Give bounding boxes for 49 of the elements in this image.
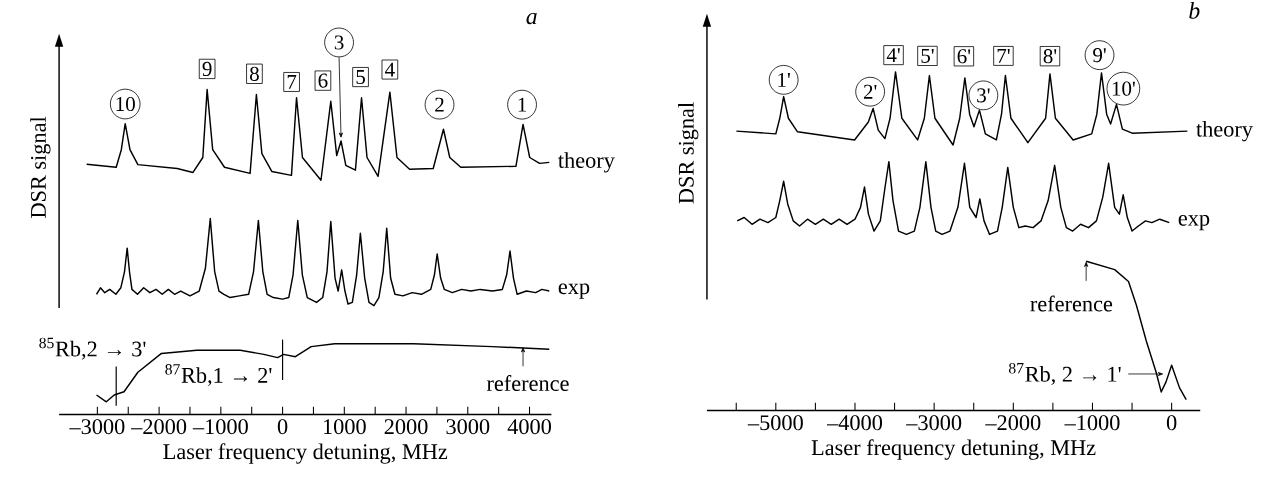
annotation: 7' — [997, 48, 1010, 63]
x-tick-label: 1000 — [323, 418, 366, 434]
annotation: 8 — [249, 66, 259, 81]
x-tick-label: –3000 — [69, 418, 125, 434]
annotation: 4 — [385, 62, 395, 77]
annotation: $^{87}$Rb,1 → 2' — [165, 363, 272, 386]
x-tick-label: –1000 — [1064, 414, 1120, 431]
annotation: $^{87}$Rb, 2 → 1' — [1008, 362, 1121, 385]
x-tick-label: –4000 — [826, 414, 883, 431]
y-axis-title: DSR signal — [678, 102, 699, 204]
x-tick-label: –3000 — [906, 414, 962, 431]
y-axis-title: DSR signal — [30, 116, 51, 218]
annotation: reference — [486, 374, 569, 391]
chart-title: b — [1189, 1, 1200, 19]
x-tick-label: 2000 — [384, 418, 428, 434]
x-tick-label: –1000 — [192, 418, 248, 434]
x-axis-title: Laser frequency detuning, MHz — [811, 439, 1096, 460]
x-axis-title: Laser frequency detuning, MHz — [163, 442, 448, 464]
annotation: 2 — [435, 97, 444, 112]
annotation: 1 — [518, 97, 527, 112]
annotation: 8' — [1043, 48, 1057, 64]
annotation: $^{85}$Rb,2 → 3' — [39, 337, 146, 360]
annotation: 5 — [356, 69, 365, 84]
annotation: reference — [1030, 295, 1113, 312]
x-tick-label: –2000 — [985, 414, 1041, 431]
annotation: 6 — [318, 73, 328, 88]
x-tick-label: 4000 — [507, 418, 551, 434]
series-label: exp — [558, 283, 590, 299]
annotation: 9' — [1093, 47, 1106, 62]
chart-title: a — [526, 12, 537, 25]
annotation: 2' — [863, 84, 877, 99]
annotation: 10' — [1112, 81, 1135, 96]
x-tick-label: –2000 — [131, 418, 187, 434]
annotation: 6' — [957, 49, 971, 64]
annotation: 9 — [202, 61, 212, 76]
series-label: theory — [558, 151, 615, 173]
x-tick-label: –5000 — [747, 414, 803, 431]
annotation: 7 — [287, 74, 297, 89]
series-label: theory — [1196, 120, 1253, 142]
annotation: 10 — [116, 96, 135, 111]
annotation: 4' — [886, 47, 900, 62]
x-tick-label: 0 — [1166, 414, 1177, 431]
series-label: exp — [1178, 214, 1210, 230]
x-tick-label: 0 — [277, 418, 288, 434]
x-tick-label: 3000 — [446, 418, 490, 434]
annotation: 3' — [977, 88, 990, 103]
annotation: 5' — [921, 48, 934, 63]
annotation: 3 — [334, 35, 344, 50]
annotation: 1' — [778, 72, 790, 87]
